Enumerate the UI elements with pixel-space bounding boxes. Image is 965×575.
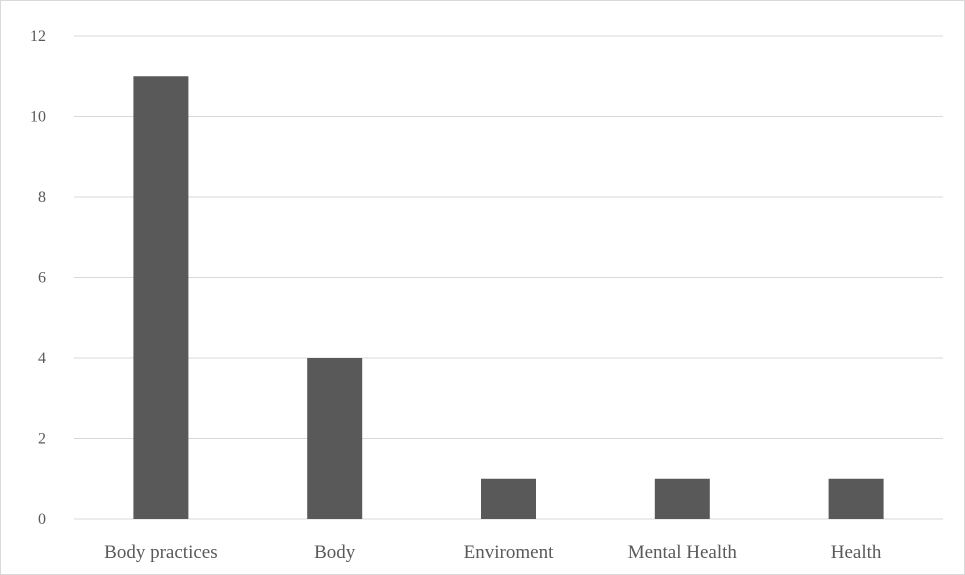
y-axis-ticks: 0 2 4 6 8 10 12	[30, 28, 46, 528]
x-category-label: Health	[831, 542, 882, 563]
y-tick-label: 2	[38, 431, 46, 448]
bar	[654, 478, 710, 519]
y-tick-label: 8	[38, 189, 46, 206]
x-category-label: Body	[314, 542, 356, 563]
gridlines	[74, 35, 943, 520]
bar	[307, 358, 363, 519]
bar	[828, 478, 884, 519]
x-category-label: Mental Health	[628, 542, 738, 563]
y-tick-label: 6	[38, 270, 46, 287]
y-tick-label: 0	[38, 511, 46, 528]
bar	[481, 478, 536, 519]
y-tick-label: 4	[38, 350, 46, 367]
bars	[133, 76, 884, 519]
x-axis-labels: Body practices Body Enviroment Mental Healt…	[104, 542, 882, 563]
y-tick-label: 12	[30, 28, 46, 45]
bar	[133, 76, 189, 519]
x-category-label: Body practices	[104, 542, 217, 563]
x-category-label: Enviroment	[464, 542, 554, 563]
y-tick-label: 10	[30, 109, 46, 126]
